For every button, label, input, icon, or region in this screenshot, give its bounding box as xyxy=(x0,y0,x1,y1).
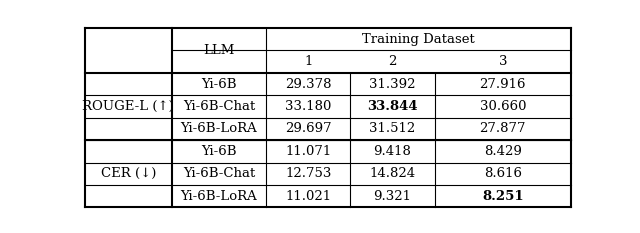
Text: 3: 3 xyxy=(499,55,507,68)
Text: 12.753: 12.753 xyxy=(285,167,332,180)
Text: Yi-6B-Chat: Yi-6B-Chat xyxy=(183,100,255,113)
Text: 30.660: 30.660 xyxy=(479,100,526,113)
Text: 27.877: 27.877 xyxy=(479,122,526,135)
Text: 2: 2 xyxy=(388,55,397,68)
Text: 8.616: 8.616 xyxy=(484,167,522,180)
Text: 31.512: 31.512 xyxy=(369,122,415,135)
Text: 8.429: 8.429 xyxy=(484,145,522,158)
Text: 11.071: 11.071 xyxy=(285,145,332,158)
Text: 14.824: 14.824 xyxy=(369,167,415,180)
Text: 8.251: 8.251 xyxy=(482,190,524,203)
Text: Yi-6B-LoRA: Yi-6B-LoRA xyxy=(180,190,257,203)
Text: Yi-6B: Yi-6B xyxy=(201,78,237,91)
Text: LLM: LLM xyxy=(203,44,235,57)
Text: 29.697: 29.697 xyxy=(285,122,332,135)
Text: Yi-6B: Yi-6B xyxy=(201,145,237,158)
Text: 29.378: 29.378 xyxy=(285,78,332,91)
Text: 31.392: 31.392 xyxy=(369,78,416,91)
Text: Yi-6B-Chat: Yi-6B-Chat xyxy=(183,167,255,180)
Text: Training Dataset: Training Dataset xyxy=(362,33,475,46)
Text: CER (↓): CER (↓) xyxy=(100,167,156,180)
Text: ROUGE-L (↑): ROUGE-L (↑) xyxy=(83,100,174,113)
Text: 33.180: 33.180 xyxy=(285,100,332,113)
Text: 27.916: 27.916 xyxy=(479,78,526,91)
Text: 9.321: 9.321 xyxy=(374,190,412,203)
Text: 1: 1 xyxy=(304,55,312,68)
Text: 11.021: 11.021 xyxy=(285,190,332,203)
Text: Yi-6B-LoRA: Yi-6B-LoRA xyxy=(180,122,257,135)
Text: 9.418: 9.418 xyxy=(374,145,412,158)
Text: 33.844: 33.844 xyxy=(367,100,418,113)
